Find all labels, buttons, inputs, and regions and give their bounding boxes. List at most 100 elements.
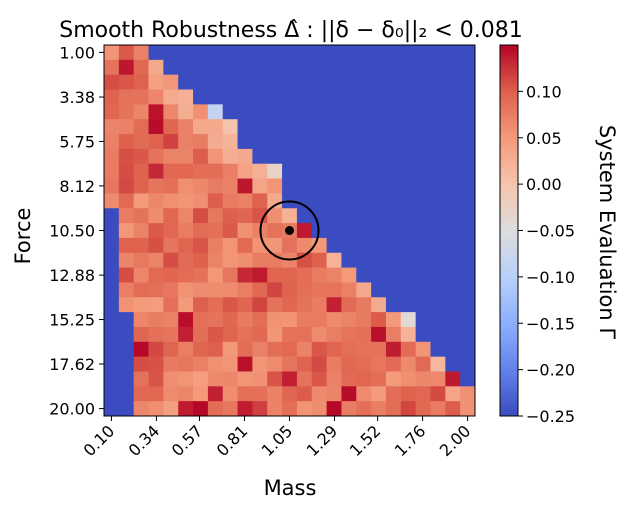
heatmap-cell — [400, 178, 417, 194]
heatmap-cell — [207, 74, 224, 90]
heatmap-cell — [356, 119, 372, 135]
heatmap-cell — [178, 386, 194, 402]
heatmap-cell — [193, 267, 209, 283]
heatmap-cell — [341, 59, 357, 76]
heatmap-cell — [222, 163, 238, 179]
heatmap-cell — [104, 326, 120, 343]
heatmap-cell — [104, 104, 120, 120]
heatmap-cell — [311, 252, 327, 268]
y-tick-label: 10.50 — [49, 222, 95, 241]
heatmap-cell — [252, 45, 268, 61]
heatmap-cell — [237, 356, 253, 372]
heatmap-cell — [178, 401, 194, 417]
heatmap-cell — [326, 356, 342, 372]
heatmap-cell — [252, 237, 268, 254]
heatmap-cell — [163, 267, 179, 283]
colorbar-segment — [500, 245, 518, 250]
heatmap-cell — [385, 312, 402, 328]
colorbar-segment — [500, 391, 518, 395]
heatmap-cell — [267, 356, 283, 372]
heatmap-cell — [148, 267, 164, 283]
heatmap-cell — [326, 134, 342, 150]
heatmap-cell — [267, 312, 283, 328]
colorbar-segment — [500, 57, 518, 61]
heatmap-cell — [460, 252, 476, 268]
heatmap-cell — [118, 371, 135, 387]
heatmap-cell — [356, 386, 372, 402]
heatmap-cell — [296, 401, 313, 417]
heatmap-cell — [267, 208, 283, 224]
heatmap-cell — [311, 371, 327, 387]
colorbar-segment — [500, 88, 518, 92]
heatmap-cell — [118, 74, 135, 90]
heatmap-cell — [222, 223, 238, 239]
heatmap-cell — [193, 193, 209, 209]
x-tick-label: 0.10 — [80, 421, 119, 460]
heatmap-cell — [341, 89, 357, 105]
heatmap-cell — [178, 193, 194, 209]
heatmap-cell — [326, 59, 342, 76]
heatmap-cell — [430, 282, 446, 298]
heatmap-cell — [296, 237, 313, 254]
colorbar-segment — [500, 347, 518, 352]
heatmap-cell — [282, 297, 298, 313]
heatmap-cell — [385, 282, 402, 298]
heatmap-cell — [385, 401, 402, 417]
robustness-radius-circle — [259, 200, 320, 261]
colorbar-segment — [500, 109, 518, 114]
heatmap-cell — [445, 163, 461, 179]
colorbar-segment — [500, 249, 518, 253]
heatmap-cell — [311, 341, 327, 358]
heatmap-cell — [207, 297, 224, 313]
heatmap-cell — [118, 163, 135, 179]
heatmap-cell — [341, 341, 357, 358]
heatmap-cell — [222, 104, 238, 120]
colorbar: 0.10 0.05 0.00 −0.05 −0.10 −0.15 −0.20 −0.25 — [499, 44, 575, 426]
heatmap-cell — [430, 312, 446, 328]
heatmap-cell — [104, 45, 120, 61]
x-axis: 0.10 0.34 0.57 0.81 1.05 1.29 1.52 1.76 2.00 — [80, 416, 474, 460]
heatmap-cell — [311, 401, 327, 417]
heatmap-cell — [237, 371, 253, 387]
colorbar-segment — [500, 221, 518, 225]
heatmap-cell — [118, 104, 135, 120]
heatmap-cell — [178, 282, 194, 298]
heatmap-cell — [133, 193, 149, 209]
heatmap-cell — [148, 134, 164, 150]
heatmap-cell — [385, 252, 402, 268]
heatmap-cell — [252, 208, 268, 224]
heatmap-cell — [430, 74, 446, 90]
heatmap-cell — [341, 326, 357, 343]
heatmap-cell — [371, 74, 387, 90]
heatmap-cell — [222, 401, 238, 417]
heatmap-cell — [371, 237, 387, 254]
heatmap-cell — [237, 163, 253, 179]
heatmap-cell — [252, 104, 268, 120]
heatmap-cell — [163, 297, 179, 313]
x-tick-label: 0.81 — [213, 421, 252, 460]
colorbar-segment — [500, 215, 518, 219]
colorbar-segment — [500, 202, 518, 207]
heatmap-cell — [267, 237, 283, 254]
colorbar-tick-label: 0.05 — [526, 129, 562, 148]
heatmap-cell — [237, 297, 253, 313]
heatmap-cell — [296, 193, 313, 209]
heatmap-cell — [430, 252, 446, 268]
colorbar-segment — [500, 227, 518, 231]
heatmap-cell — [118, 134, 135, 150]
heatmap-cell — [326, 208, 342, 224]
heatmap-cell — [118, 356, 135, 372]
heatmap-cell — [207, 45, 224, 61]
heatmap-cell — [356, 208, 372, 224]
heatmap-cell — [282, 386, 298, 402]
heatmap-cell — [341, 297, 357, 313]
heatmap-cell — [371, 89, 387, 105]
heatmap-cell — [445, 59, 461, 76]
colorbar-segment — [500, 310, 518, 315]
heatmap-cell — [296, 74, 313, 90]
heatmap-cell — [296, 297, 313, 313]
heatmap-cell — [400, 45, 417, 61]
heatmap-cell — [430, 119, 446, 135]
heatmap-cell — [400, 326, 417, 343]
heatmap-cell — [371, 193, 387, 209]
